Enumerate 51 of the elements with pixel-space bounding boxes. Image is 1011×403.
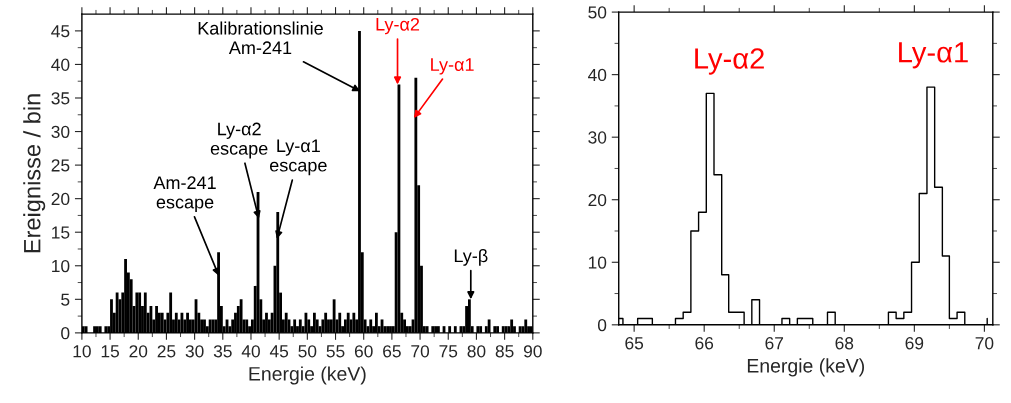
x-tick-label: 35 [213, 345, 232, 358]
annotation: Kalibrationslinie Am-241 [198, 21, 323, 54]
y-tick-label: 50 [588, 6, 607, 19]
x-tick-label: 90 [523, 345, 542, 358]
annotation: Ly-β [454, 248, 488, 266]
x-tick-label: 85 [495, 345, 514, 358]
annotation: Am-241 escape [153, 176, 216, 213]
x-tick-label: 68 [835, 337, 854, 350]
annotation: Ly-α2 [695, 48, 764, 75]
y-tick-label: 0 [597, 318, 607, 332]
x-tick-label: 65 [625, 337, 644, 350]
x-tick-label: 70 [411, 345, 430, 358]
x-tick-label: 55 [326, 345, 345, 358]
y-tick-label: 40 [588, 68, 607, 82]
x-tick-label: 25 [157, 345, 176, 358]
y-axis-title: Ereignisse / bin [23, 94, 46, 253]
x-tick-label: 45 [269, 345, 289, 358]
x-tick-label: 69 [905, 337, 924, 350]
annotation: Ly-α2 [376, 17, 420, 35]
x-tick-label: 67 [765, 337, 784, 350]
y-tick-label: 30 [51, 125, 70, 139]
x-tick-label: 80 [467, 345, 486, 358]
x-tick-label: 65 [383, 345, 401, 358]
y-tick-label: 35 [51, 92, 70, 105]
y-tick-label: 25 [51, 159, 70, 172]
y-tick-label: 30 [588, 131, 607, 144]
x-tick-label: 75 [439, 345, 458, 358]
x-tick-label: 15 [101, 345, 119, 358]
y-tick-label: 0 [61, 327, 70, 340]
x-axis-title: Energie (keV) [747, 358, 864, 377]
y-tick-label: 45 [51, 25, 70, 38]
y-tick-label: 5 [61, 293, 70, 306]
annotation: Ly-α1 escape [269, 139, 327, 176]
annotation: Ly-α2 escape [210, 122, 268, 159]
y-tick-label: 20 [588, 193, 607, 207]
y-tick-label: 10 [588, 256, 607, 269]
annotation: Ly-α1 [431, 58, 474, 75]
y-tick-label: 20 [51, 192, 70, 206]
y-tick-label: 15 [52, 226, 70, 239]
annotation: Ly-α1 [899, 42, 968, 69]
x-tick-label: 50 [298, 345, 317, 358]
y-tick-label: 40 [51, 58, 70, 71]
x-tick-label: 60 [354, 345, 373, 358]
x-axis-title: Energie (keV) [249, 366, 366, 385]
x-tick-label: 66 [695, 337, 714, 350]
x-tick-label: 30 [185, 345, 204, 358]
y-tick-label: 10 [52, 259, 70, 273]
x-tick-label: 40 [241, 345, 260, 358]
x-tick-label: 70 [975, 337, 994, 350]
x-tick-label: 10 [73, 345, 91, 358]
x-tick-label: 20 [129, 345, 148, 358]
